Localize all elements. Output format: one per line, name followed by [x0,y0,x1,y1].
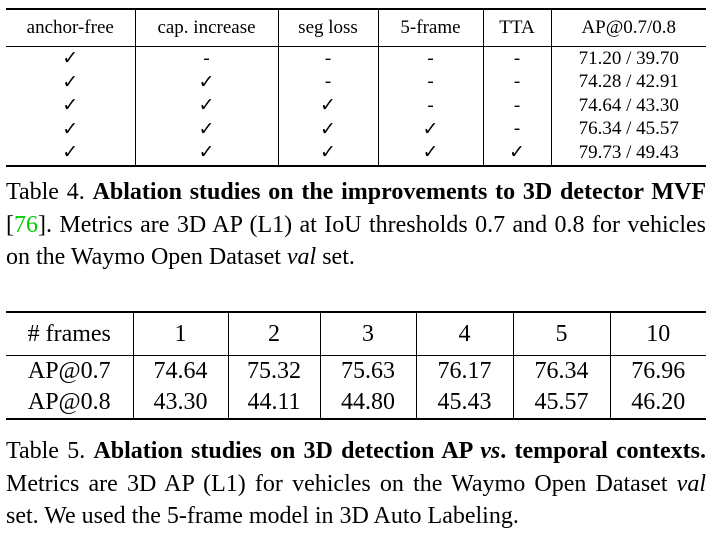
header-row: anchor-free cap. increase seg loss 5-frame T… [6,9,706,47]
table-cell: ✓ [135,70,279,94]
table-row: ✓ ✓ ✓ - -74.64 / 43.30 [6,94,706,118]
table-cell: AP@0.7 [6,355,134,387]
header-cell: 5 [513,312,611,356]
caption-text: Ablation studies on 3D detection AP [93,438,481,464]
table-cell: ✓ [483,141,552,166]
header-cell: 5-frame [378,9,484,47]
table-cell: ✓ [6,46,136,71]
header-cell: AP@0.7/0.8 [551,9,706,47]
table-cell: - [378,70,484,94]
caption-text: Ablation studies on the improvements to … [92,179,706,205]
caption-text: val [286,244,317,270]
ablation-table: anchor-free cap. increase seg loss 5-frame T… [6,8,706,167]
table-cell: ✓ [378,117,484,141]
table-cell: ✓ [135,94,279,118]
caption-text: Metrics are 3D AP (L1) for vehicles on t… [6,438,712,497]
table-cell: 44.11 [228,387,321,419]
header-cell: seg loss [278,9,379,47]
table-row: AP@0.7 74.64 75.32 75.63 76.17 76.34 76.96 [6,355,706,387]
table-cell: 74.64 / 43.30 [578,94,679,116]
header-cell: anchor-free [6,9,136,47]
caption-text: 76 [14,211,38,238]
table-row: ✓ ✓ ✓ ✓ ✓ 79.73 / 49.43 [6,141,706,166]
table-cell: - [378,94,484,118]
header-cell: 4 [416,312,514,356]
caption-text: set. We used the 5-frame model in 3D Aut… [6,470,712,529]
table-cell: 74.28 / 42.91 [578,71,679,93]
table-caption: Table 4. Ablation studies on the improve… [6,176,706,274]
table-cell: 76.34 / 45.57 [578,118,679,140]
table-cell: 44.80 [320,387,417,419]
caption-text: Table 4. [6,179,93,205]
table-cell: - [483,94,552,118]
table-cell: 76.96 [631,358,686,384]
table-cell: 75.63 [320,355,417,387]
table-cell: 71.20 / 39.70 [578,47,679,69]
table-cell: - [483,46,552,71]
header-cell: TTA [483,9,552,47]
header-cell: 1 [133,312,229,356]
table-cell: - [278,46,379,71]
header-cell: 3 [320,312,417,356]
table-caption: Table 5. Ablation studies on 3D detectio… [6,435,706,533]
table-cell: 76.34 [513,355,611,387]
caption-text: set. [316,244,355,270]
table-row: ✓ - - - -71.20 / 39.70 [6,46,706,71]
table-cell: 76.17 [416,355,514,387]
table-cell: 79.73 / 49.43 [578,141,679,163]
table-cell: ✓ [378,141,484,166]
table-cell: 43.30 [133,387,229,419]
header-cell: 2 [228,312,321,356]
temporal-table: # frames 1 2 3 4 5 10 AP@0.7 74.64 75.32 75.63 76.1… [6,311,706,420]
caption-text: . temporal contexts. [500,438,706,464]
table-cell: ✓ [278,94,379,118]
table-cell: ✓ [6,117,136,141]
header-row: # frames 1 2 3 4 5 10 [6,312,706,356]
table-cell: - [135,46,279,71]
table-cell: ✓ [278,141,379,166]
table-cell: ✓ [278,117,379,141]
table-cell: 45.43 [416,387,514,419]
table-cell: ✓ [6,141,136,166]
table-row: AP@0.8 43.30 44.11 44.80 45.43 45.57 46.20 [6,387,706,419]
caption-text: Table 5. [6,438,94,464]
header-cell: # frames [6,312,134,356]
table-cell: 75.32 [228,355,321,387]
table-cell: ✓ [135,141,279,166]
table-cell: - [483,117,552,141]
caption-text: vs [480,438,501,464]
table-cell: 45.57 [513,387,611,419]
table-row: ✓ ✓ ✓ ✓ -76.34 / 45.57 [6,117,706,141]
table-cell: ✓ [6,94,136,118]
caption-text: val [676,470,706,497]
table-cell: ✓ [6,70,136,94]
header-cell: cap. increase [135,9,279,47]
caption-text: [ [6,179,712,238]
table-cell: - [483,70,552,94]
table-cell: ✓ [135,117,279,141]
table-cell: - [378,46,484,71]
table-cell: - [278,70,379,94]
table-cell: 74.64 [133,355,229,387]
header-cell: 10 [610,312,706,356]
caption-text: ]. Metrics are 3D AP (L1) at IoU thresho… [6,211,712,271]
table-row: ✓ ✓ - - -74.28 / 42.91 [6,70,706,94]
table-cell: 46.20 [631,389,686,415]
table-cell: AP@0.8 [6,387,134,419]
